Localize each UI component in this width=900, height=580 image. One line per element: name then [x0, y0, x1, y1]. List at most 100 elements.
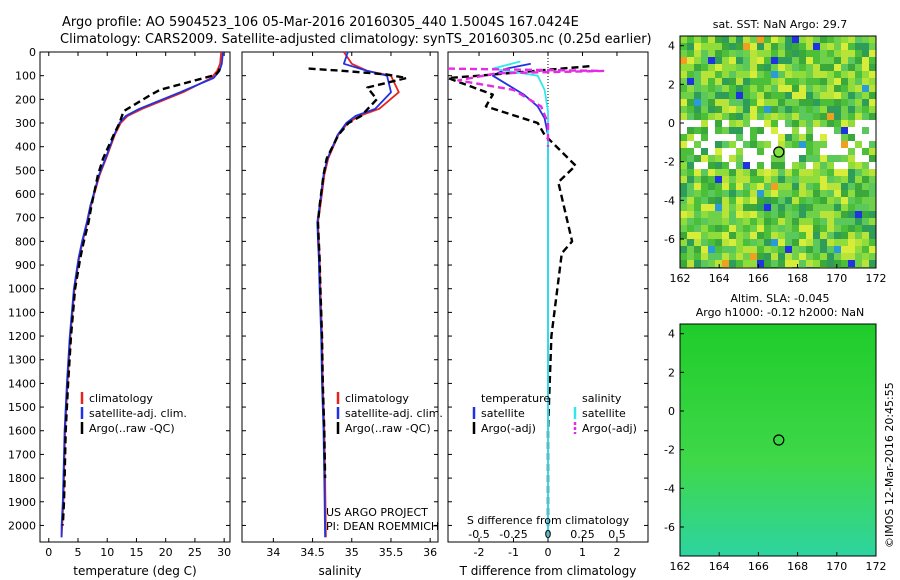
sst-cell — [701, 36, 708, 43]
sst-cell — [785, 169, 792, 176]
sst-cell — [729, 218, 736, 225]
sst-cell — [806, 162, 813, 169]
sst-cell — [771, 106, 778, 113]
sst-cell — [862, 183, 869, 190]
sst-cell — [687, 134, 694, 141]
sst-cell — [694, 71, 701, 78]
sst-cell — [834, 169, 841, 176]
sst-cell — [848, 127, 855, 134]
sst-cell — [764, 134, 771, 141]
sst-cell — [820, 78, 827, 85]
sst-cell — [764, 239, 771, 246]
sst-cell — [841, 225, 848, 232]
sst-cell — [799, 141, 806, 148]
sst-cell — [862, 197, 869, 204]
sst-cell — [827, 183, 834, 190]
sst-cell — [715, 78, 722, 85]
depth-tick-label: 100 — [15, 70, 36, 83]
sst-cell — [862, 64, 869, 71]
sst-cell — [806, 36, 813, 43]
sst-cell — [813, 43, 820, 50]
sst-cell — [757, 162, 764, 169]
map-y-tick-label: 0 — [668, 117, 675, 130]
sst-cell — [785, 141, 792, 148]
sst-cell — [869, 225, 876, 232]
sst-cell — [792, 141, 799, 148]
sst-cell — [715, 197, 722, 204]
depth-tick-label: 400 — [15, 141, 36, 154]
sst-cell — [708, 253, 715, 260]
sst-cell — [855, 218, 862, 225]
sst-cell — [848, 64, 855, 71]
sst-cell — [743, 57, 750, 64]
t-difference-label: T difference from climatology — [459, 564, 637, 578]
sst-cell — [806, 246, 813, 253]
sst-cell — [799, 85, 806, 92]
sst-cell — [820, 64, 827, 71]
sst-cell — [715, 85, 722, 92]
sst-cell — [778, 85, 785, 92]
sst-cell — [778, 197, 785, 204]
sst-cell — [848, 57, 855, 64]
sst-cell — [827, 127, 834, 134]
sst-cell — [715, 92, 722, 99]
sst-cell — [792, 43, 799, 50]
sst-cell — [799, 113, 806, 120]
sst-cell — [862, 253, 869, 260]
sst-cell — [764, 141, 771, 148]
sst-cell — [855, 253, 862, 260]
sst-cell — [834, 253, 841, 260]
sst-cell — [799, 162, 806, 169]
sst-cell — [841, 260, 848, 267]
sst-cell — [855, 64, 862, 71]
sst-cell — [736, 120, 743, 127]
sst-cell — [750, 204, 757, 211]
sst-cell — [687, 253, 694, 260]
depth-tick-label: 1300 — [8, 354, 36, 367]
sst-cell — [764, 92, 771, 99]
sst-cell — [750, 134, 757, 141]
sst-cell — [715, 190, 722, 197]
sst-cell — [869, 141, 876, 148]
sst-cell — [750, 232, 757, 239]
sst-cell — [862, 106, 869, 113]
map-x-tick-label: 162 — [670, 272, 691, 285]
sst-cell — [722, 218, 729, 225]
sst-cell — [722, 211, 729, 218]
sst-cell — [771, 64, 778, 71]
sst-cell — [750, 43, 757, 50]
sst-cell — [869, 176, 876, 183]
sst-cell — [799, 106, 806, 113]
sst-cell — [841, 99, 848, 106]
sst-cell — [848, 134, 855, 141]
sst-cell — [792, 232, 799, 239]
sst-cell — [792, 239, 799, 246]
sst-cell — [869, 239, 876, 246]
sst-cell — [778, 64, 785, 71]
sst-cell — [722, 155, 729, 162]
sst-cell — [806, 85, 813, 92]
sst-cell — [750, 36, 757, 43]
sst-cell — [827, 92, 834, 99]
sst-cell — [750, 260, 757, 267]
sst-cell — [771, 218, 778, 225]
sst-map-frame — [679, 35, 877, 269]
sst-cell — [799, 260, 806, 267]
sst-cell — [757, 120, 764, 127]
map-x-tick-label: 172 — [866, 272, 887, 285]
sst-cell — [701, 71, 708, 78]
sst-cell — [736, 176, 743, 183]
sst-cell — [680, 211, 687, 218]
sst-cell — [736, 218, 743, 225]
sst-cell — [743, 225, 750, 232]
sst-cell — [736, 50, 743, 57]
sst-cell — [862, 148, 869, 155]
sst-cell — [792, 120, 799, 127]
sst-cell — [687, 155, 694, 162]
sst-cell — [820, 127, 827, 134]
sst-cell — [869, 106, 876, 113]
sst-cell — [771, 169, 778, 176]
sst-cell — [799, 92, 806, 99]
sst-cell — [687, 239, 694, 246]
sst-cell — [736, 99, 743, 106]
